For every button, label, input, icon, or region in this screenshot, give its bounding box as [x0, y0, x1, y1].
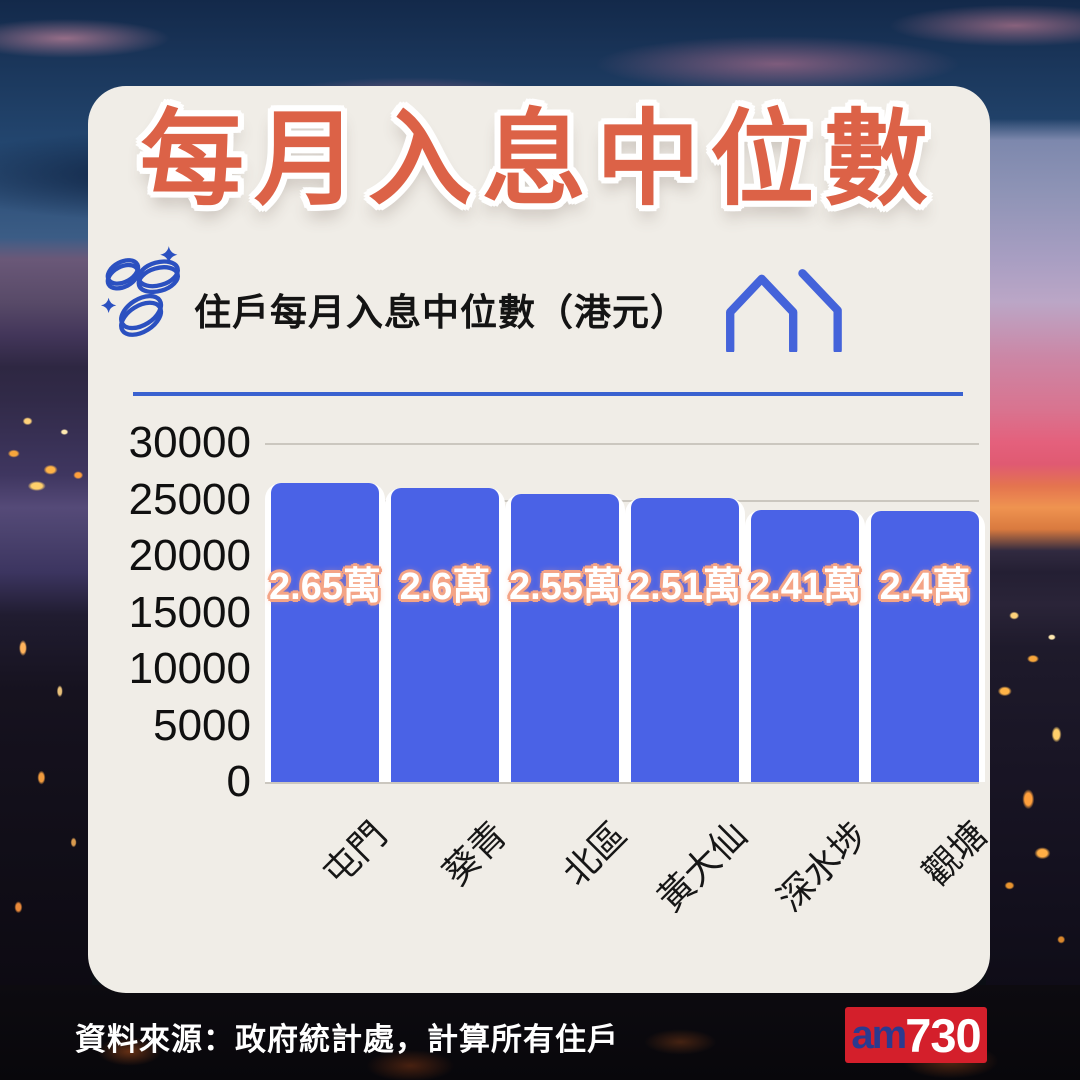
x-tick-label: 觀塘: [914, 813, 995, 894]
infographic-card: 每月入息中位數 住戶每月入息中位數（港元） 0 5000 10000 15000 200…: [88, 86, 995, 993]
bar-value-label: 2.41萬: [749, 566, 861, 608]
x-axis: 屯門 葵青 北區 黃大仙 深水埗 觀塘: [265, 796, 995, 966]
y-tick-label: 5000: [153, 700, 251, 750]
bar-fill: [871, 510, 979, 782]
bar-深水埗: [745, 509, 865, 782]
coins-sparkle-icon: [100, 244, 186, 345]
subtitle-underline: [133, 392, 963, 396]
x-tick-label: 黃大仙: [649, 813, 755, 920]
bar-屯門: [265, 482, 385, 782]
chart-subtitle: 住戶每月入息中位數（港元）: [194, 292, 688, 333]
y-tick-label: 25000: [128, 474, 251, 524]
bars-layer: [265, 443, 985, 782]
logo-730-text: 730: [905, 1008, 981, 1062]
x-tick-label: 北區: [554, 813, 635, 894]
y-tick-label: 15000: [128, 587, 251, 637]
bar-fill: [271, 482, 379, 782]
y-tick-label: 20000: [128, 531, 251, 580]
background-city-left-photo: [0, 0, 92, 1080]
bar-北區: [505, 493, 625, 782]
bar-value-label: 2.65萬: [269, 566, 381, 608]
y-tick-label: 0: [226, 757, 251, 806]
bar-黃大仙: [625, 498, 745, 782]
bar-fill: [631, 498, 739, 782]
plot-area: 2.65萬 2.6萬 2.55萬 2.51萬 2.41萬 2.4萬: [265, 443, 985, 784]
y-tick-label: 10000: [128, 644, 251, 693]
bar-葵青: [385, 488, 505, 782]
gridline: [265, 782, 979, 784]
am730-logo: am 730: [845, 1007, 987, 1063]
y-axis: 0 5000 10000 15000 20000 25000 30000: [118, 418, 251, 806]
bar-fill: [511, 493, 619, 782]
x-tick-label: 深水埗: [769, 813, 875, 920]
x-tick-label: 葵青: [434, 813, 515, 894]
subtitle-row: 住戶每月入息中位數（港元）: [88, 236, 990, 396]
page-title: 每月入息中位數: [139, 102, 938, 218]
bar-value-label: 2.51萬: [629, 566, 741, 608]
bar-fill: [391, 488, 499, 782]
background-city-right-photo: [986, 0, 1080, 1080]
bar-value-label: 2.6萬: [399, 566, 491, 608]
house-icon: [708, 264, 858, 357]
bar-觀塘: [865, 510, 985, 782]
bar-value-label: 2.55萬: [509, 566, 621, 608]
bar-value-label: 2.4萬: [879, 566, 971, 608]
logo-am-text: am: [851, 1013, 907, 1057]
source-note: 資料來源：政府統計處，計算所有住戶: [75, 1022, 619, 1057]
y-tick-label: 30000: [128, 418, 251, 467]
gridline: [265, 443, 979, 445]
x-tick-label: 屯門: [314, 813, 395, 894]
bar-fill: [751, 509, 859, 782]
